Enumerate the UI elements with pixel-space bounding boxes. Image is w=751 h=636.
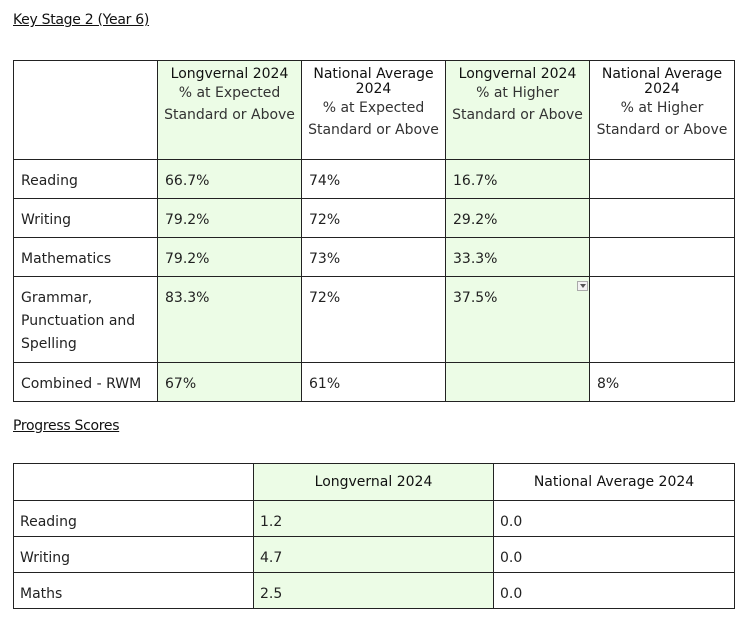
header-subtitle: % at Higher Standard or Above [452,85,583,123]
table-row: Maths 2.5 0.0 [13,572,735,609]
value-cell: 16.7% [445,159,590,199]
value-cell: 74% [301,159,446,199]
header-blank [13,463,254,501]
header-title: National Average 2024 [601,66,723,97]
value-cell: 72% [301,276,446,363]
subject-cell: Combined - RWM [13,362,158,402]
subject-cell: Maths [13,572,254,609]
value-cell: 61% [301,362,446,402]
header-national-expected: National Average 2024 % at Expected Stan… [301,60,446,160]
value-cell: 67% [157,362,302,402]
value-cell [445,362,590,402]
value-cell [589,198,735,238]
value-text: 37.5% [453,290,498,306]
table-row: Reading 1.2 0.0 [13,500,735,537]
header-title: Longvernal 2024 [458,66,577,82]
header-longvernal-expected: Longvernal 2024 % at Expected Standard o… [157,60,302,160]
table-row: Writing 4.7 0.0 [13,536,735,573]
ks2-heading: Key Stage 2 (Year 6) [13,12,150,28]
header-subtitle: % at Expected Standard or Above [164,85,295,123]
table-row: Mathematics 79.2% 73% 33.3% [13,237,735,277]
value-cell [589,237,735,277]
value-cell: 0.0 [493,500,735,537]
subject-cell: Grammar, Punctuation and Spelling [13,276,158,363]
value-cell: 0.0 [493,536,735,573]
table-row: Combined - RWM 67% 61% 8% [13,362,735,402]
subject-cell: Mathematics [13,237,158,277]
dropdown-arrow-icon[interactable] [577,281,588,291]
value-cell: 72% [301,198,446,238]
header-title: Longvernal 2024 [170,66,289,82]
header-national-higher: National Average 2024 % at Higher Standa… [589,60,735,160]
table-header-row: Longvernal 2024 National Average 2024 [13,463,735,501]
value-cell: 83.3% [157,276,302,363]
table-row: Grammar, Punctuation and Spelling 83.3% … [13,276,735,363]
value-cell: 79.2% [157,198,302,238]
ks2-results-table: Longvernal 2024 % at Expected Standard o… [13,60,735,402]
header-longvernal: Longvernal 2024 [253,463,494,501]
subject-cell: Writing [13,198,158,238]
value-cell [589,159,735,199]
value-cell: 8% [589,362,735,402]
value-cell: 4.7 [253,536,494,573]
table-row: Writing 79.2% 72% 29.2% [13,198,735,238]
subject-cell: Writing [13,536,254,573]
subject-cell: Reading [13,159,158,199]
header-longvernal-higher: Longvernal 2024 % at Higher Standard or … [445,60,590,160]
header-title: National Average 2024 [313,66,434,97]
header-subtitle: % at Expected Standard or Above [308,100,439,138]
header-blank [13,60,158,160]
table-row: Reading 66.7% 74% 16.7% [13,159,735,199]
value-cell: 0.0 [493,572,735,609]
value-cell: 2.5 [253,572,494,609]
table-header-row: Longvernal 2024 % at Expected Standard o… [13,60,735,160]
value-cell: 66.7% [157,159,302,199]
value-cell: 37.5% [445,276,590,363]
value-cell: 79.2% [157,237,302,277]
value-cell: 73% [301,237,446,277]
value-cell: 33.3% [445,237,590,277]
header-subtitle: % at Higher Standard or Above [596,100,728,138]
value-cell [589,276,735,363]
value-cell: 29.2% [445,198,590,238]
progress-scores-table: Longvernal 2024 National Average 2024 Re… [13,463,735,609]
subject-cell: Reading [13,500,254,537]
progress-heading: Progress Scores [13,418,120,434]
header-national: National Average 2024 [493,463,735,501]
value-cell: 1.2 [253,500,494,537]
